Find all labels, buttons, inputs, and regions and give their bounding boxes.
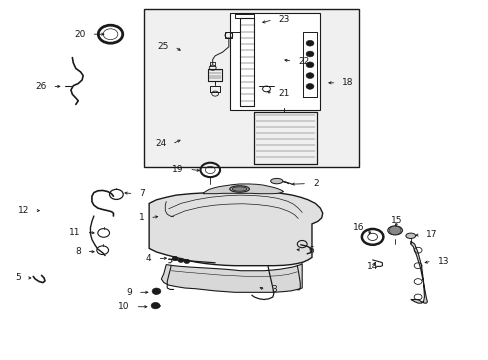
Text: 21: 21 <box>278 89 289 98</box>
Text: 18: 18 <box>342 78 353 87</box>
Text: 1: 1 <box>138 213 144 222</box>
Circle shape <box>152 288 161 294</box>
Circle shape <box>305 40 313 46</box>
Text: 23: 23 <box>278 15 289 24</box>
Polygon shape <box>161 264 302 292</box>
Text: 19: 19 <box>171 165 183 174</box>
Text: 24: 24 <box>155 139 166 148</box>
Bar <box>144 9 359 167</box>
Text: 15: 15 <box>390 216 402 225</box>
Text: 20: 20 <box>74 30 85 39</box>
Text: 2: 2 <box>312 179 318 188</box>
Text: 9: 9 <box>126 288 132 297</box>
Polygon shape <box>410 241 427 303</box>
Circle shape <box>388 226 400 235</box>
Circle shape <box>305 84 313 89</box>
Text: 3: 3 <box>271 285 277 294</box>
Polygon shape <box>149 192 322 266</box>
Circle shape <box>305 73 313 78</box>
Text: 17: 17 <box>426 230 437 239</box>
Text: 4: 4 <box>145 254 151 263</box>
Text: 22: 22 <box>298 57 309 66</box>
Circle shape <box>178 258 183 262</box>
Text: 13: 13 <box>437 256 448 265</box>
Text: 14: 14 <box>366 262 378 271</box>
Ellipse shape <box>405 233 415 239</box>
Ellipse shape <box>270 179 282 184</box>
Text: 8: 8 <box>75 247 81 256</box>
Text: 10: 10 <box>118 302 129 311</box>
Ellipse shape <box>387 226 402 235</box>
Circle shape <box>305 62 313 68</box>
Bar <box>229 13 320 110</box>
Circle shape <box>183 259 189 264</box>
Text: 11: 11 <box>69 228 81 237</box>
Text: 7: 7 <box>139 189 145 198</box>
Ellipse shape <box>229 186 249 192</box>
Text: 25: 25 <box>157 42 168 51</box>
Text: 12: 12 <box>18 206 29 215</box>
Ellipse shape <box>232 187 246 191</box>
Text: 5: 5 <box>15 274 20 282</box>
Text: 6: 6 <box>307 246 313 255</box>
Polygon shape <box>203 184 283 194</box>
Circle shape <box>305 51 313 57</box>
Circle shape <box>151 302 160 309</box>
Text: 26: 26 <box>35 82 46 91</box>
Circle shape <box>172 256 178 261</box>
Text: 16: 16 <box>352 223 364 232</box>
